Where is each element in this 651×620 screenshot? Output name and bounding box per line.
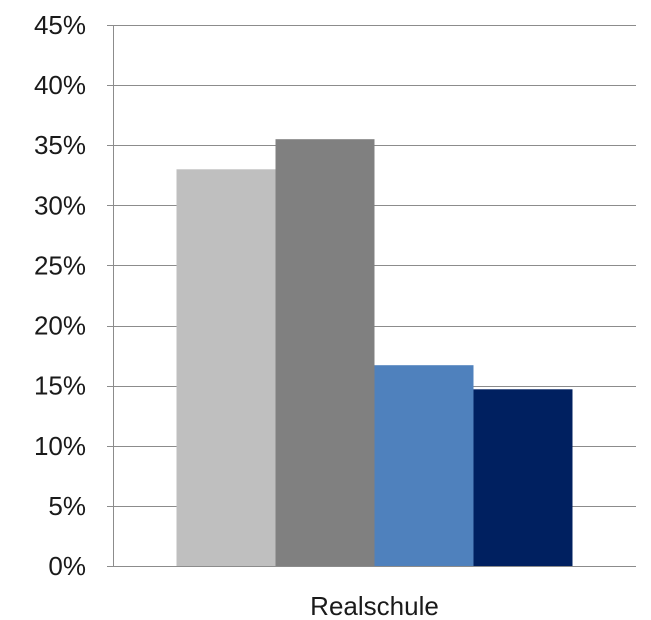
y-tick-label-9: 45% xyxy=(34,10,86,40)
x-category-label-0: Realschule xyxy=(310,591,439,620)
plot-frame xyxy=(113,25,636,567)
bar-series-1-realschule xyxy=(176,169,276,567)
y-tick-label-8: 40% xyxy=(34,70,86,100)
y-axis-ticks: 0% 5% 10% 15% 20% 25% 30% 35% 40% 45% xyxy=(34,10,86,581)
bar-series-2-realschule xyxy=(275,139,375,566)
y-tick-label-1: 5% xyxy=(48,491,86,521)
y-tick-label-7: 35% xyxy=(34,130,86,160)
y-tick-label-6: 30% xyxy=(34,190,86,220)
y-tick-label-0: 0% xyxy=(48,551,86,581)
y-tick-label-4: 20% xyxy=(34,311,86,341)
bars xyxy=(176,139,573,567)
bar-series-4-realschule xyxy=(473,389,573,566)
y-tick-label-2: 10% xyxy=(34,431,86,461)
y-tick-label-5: 25% xyxy=(34,250,86,280)
x-axis-labels: Realschule xyxy=(310,591,439,620)
y-tick-label-3: 15% xyxy=(34,371,86,401)
bar-series-3-realschule xyxy=(374,365,474,566)
